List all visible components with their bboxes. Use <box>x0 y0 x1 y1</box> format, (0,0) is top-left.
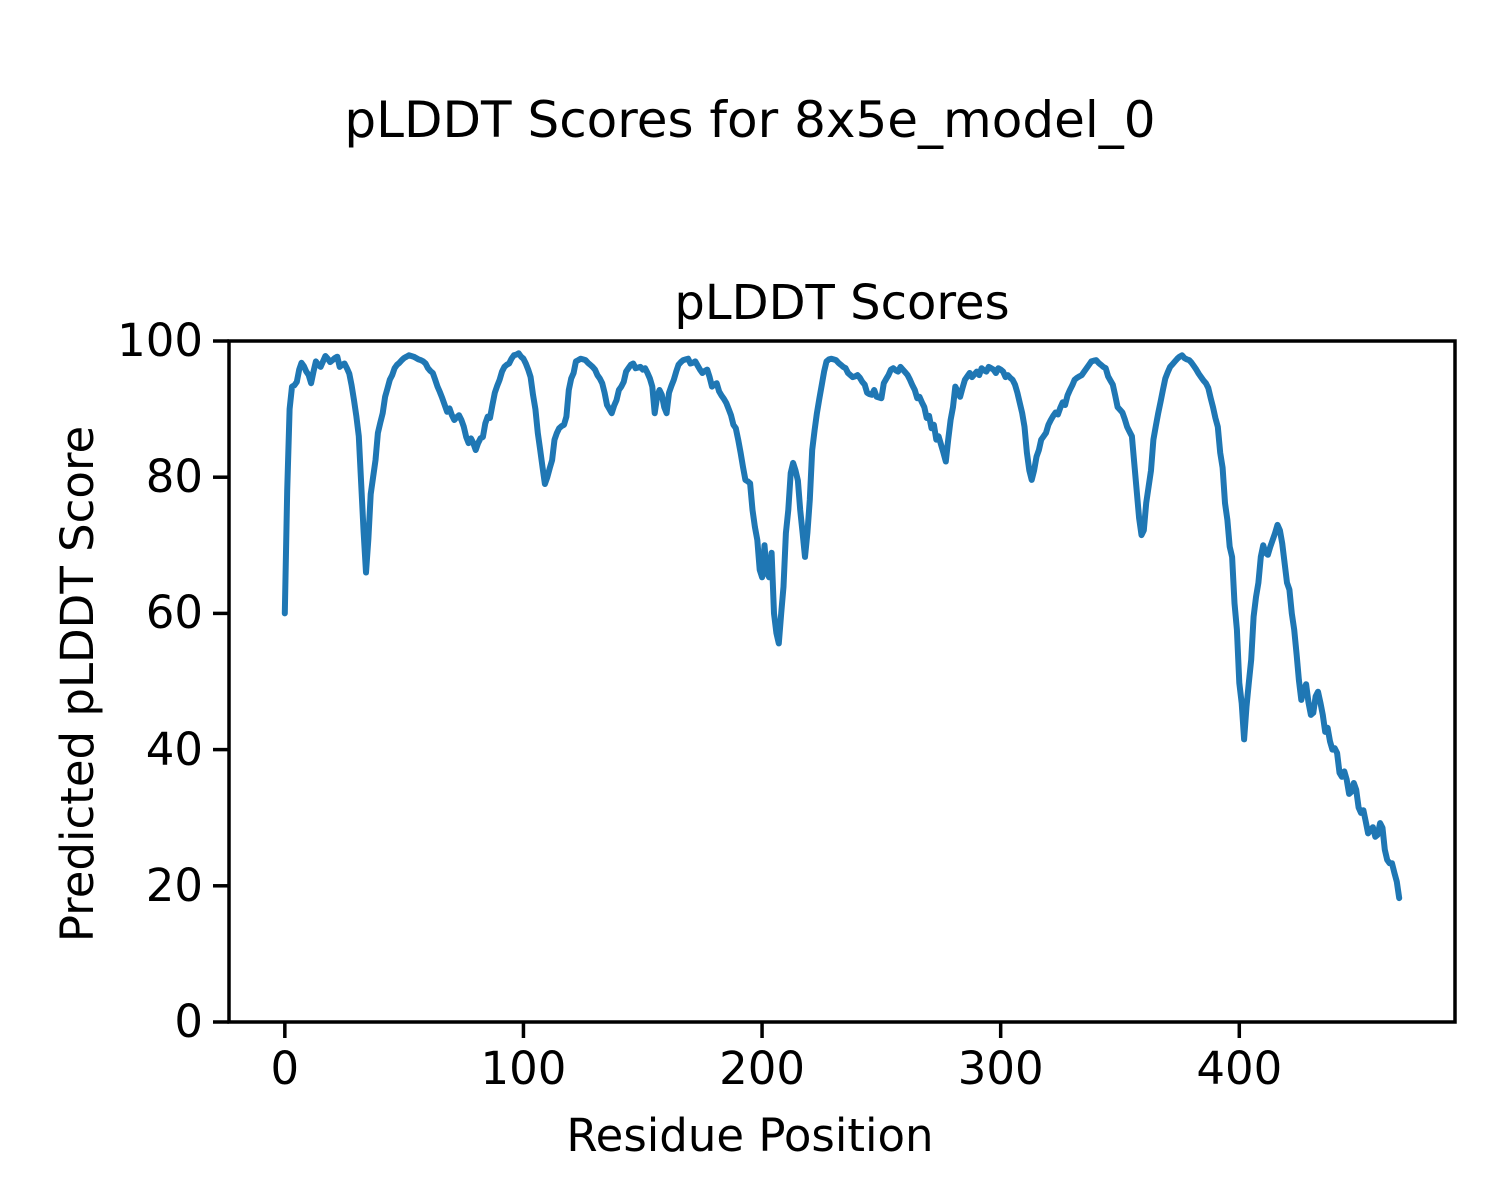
x-axis-label: Residue Position <box>566 1109 934 1162</box>
y-axis-label-text: Predicted pLDDT Score <box>51 425 104 943</box>
x-tick-label: 0 <box>270 1042 300 1095</box>
plddt-line-series <box>281 350 1403 902</box>
x-tick-label: 300 <box>957 1042 1044 1095</box>
y-tick-label: 100 <box>117 314 203 367</box>
y-tick-label: 60 <box>145 586 203 640</box>
y-tick-label: 40 <box>145 722 203 776</box>
x-tick-label: 200 <box>719 1042 806 1095</box>
figure-title: pLDDT Scores for 8x5e_model_0 <box>344 91 1156 149</box>
y-tick-label: 80 <box>145 450 203 504</box>
axes-frame <box>227 339 1457 1024</box>
y-tick-label: 0 <box>174 995 203 1048</box>
x-tick-label: 100 <box>480 1042 567 1095</box>
y-tick-label: 20 <box>145 858 203 912</box>
axes-title: pLDDT Scores <box>674 275 1010 331</box>
x-tick-label: 400 <box>1196 1042 1283 1095</box>
